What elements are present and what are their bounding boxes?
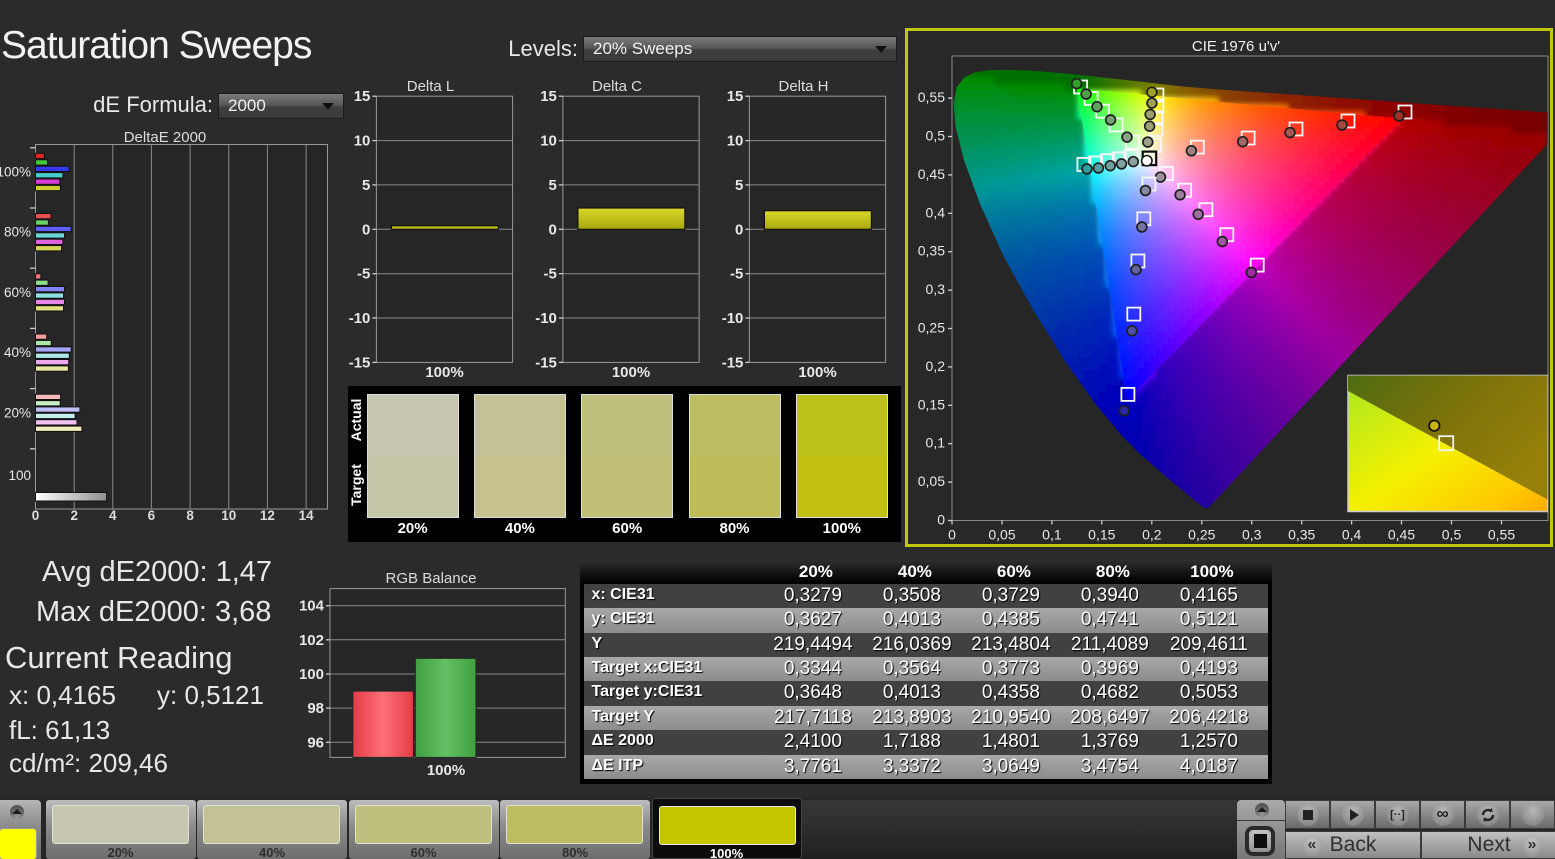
svg-text:98: 98 xyxy=(307,700,324,717)
svg-text:100%: 100% xyxy=(0,165,31,180)
svg-text:0,1: 0,1 xyxy=(926,435,946,451)
svg-text:14: 14 xyxy=(299,508,315,523)
svg-text:40%: 40% xyxy=(4,345,31,360)
svg-text:0,4: 0,4 xyxy=(1342,527,1362,543)
svg-text:100: 100 xyxy=(8,468,31,483)
svg-text:0,35: 0,35 xyxy=(918,243,945,259)
svg-text:-10: -10 xyxy=(349,310,371,327)
svg-text:0,1: 0,1 xyxy=(1042,527,1062,543)
svg-text:0,3: 0,3 xyxy=(1242,527,1262,543)
svg-text:0,55: 0,55 xyxy=(918,89,945,105)
svg-text:RGB Balance: RGB Balance xyxy=(386,570,477,587)
svg-text:0,45: 0,45 xyxy=(918,166,945,182)
svg-text:0,2: 0,2 xyxy=(926,358,946,374)
svg-text:0: 0 xyxy=(362,221,370,238)
svg-text:-5: -5 xyxy=(730,266,743,283)
svg-text:DeltaE 2000: DeltaE 2000 xyxy=(124,129,207,146)
svg-text:0,2: 0,2 xyxy=(1142,527,1162,543)
svg-text:0,3: 0,3 xyxy=(926,281,946,297)
svg-text:0,05: 0,05 xyxy=(988,527,1015,543)
svg-text:0: 0 xyxy=(937,512,945,528)
svg-text:-5: -5 xyxy=(544,266,557,283)
svg-text:2: 2 xyxy=(70,508,78,523)
svg-text:8: 8 xyxy=(186,508,194,523)
svg-text:0,55: 0,55 xyxy=(1488,527,1515,543)
svg-text:102: 102 xyxy=(300,632,324,649)
svg-text:15: 15 xyxy=(727,88,744,105)
svg-text:100%: 100% xyxy=(612,364,650,381)
svg-text:-15: -15 xyxy=(349,354,371,371)
svg-text:12: 12 xyxy=(260,508,275,523)
svg-text:-15: -15 xyxy=(535,354,557,371)
svg-text:0,5: 0,5 xyxy=(1442,527,1462,543)
svg-text:10: 10 xyxy=(727,133,744,150)
svg-text:0: 0 xyxy=(549,221,557,238)
svg-text:0,5: 0,5 xyxy=(926,128,946,144)
svg-text:0: 0 xyxy=(32,508,40,523)
svg-text:100: 100 xyxy=(300,666,324,683)
svg-text:0: 0 xyxy=(948,527,956,543)
svg-text:5: 5 xyxy=(735,177,743,194)
svg-text:Delta L: Delta L xyxy=(407,78,455,95)
svg-text:5: 5 xyxy=(549,177,557,194)
svg-text:4: 4 xyxy=(109,508,117,523)
svg-text:0,25: 0,25 xyxy=(1188,527,1215,543)
svg-text:0,45: 0,45 xyxy=(1388,527,1415,543)
svg-text:0,05: 0,05 xyxy=(918,473,945,489)
svg-text:0,15: 0,15 xyxy=(1088,527,1115,543)
svg-text:100%: 100% xyxy=(427,762,465,779)
svg-text:10: 10 xyxy=(354,133,371,150)
svg-text:10: 10 xyxy=(540,133,557,150)
svg-text:-15: -15 xyxy=(722,354,744,371)
svg-text:15: 15 xyxy=(540,88,557,105)
svg-text:-10: -10 xyxy=(535,310,557,327)
svg-text:CIE 1976 u'v': CIE 1976 u'v' xyxy=(1192,38,1280,55)
svg-text:0: 0 xyxy=(735,221,743,238)
svg-text:6: 6 xyxy=(148,508,156,523)
svg-text:-5: -5 xyxy=(357,266,370,283)
svg-text:96: 96 xyxy=(307,734,324,751)
svg-text:80%: 80% xyxy=(4,225,31,240)
svg-text:10: 10 xyxy=(221,508,236,523)
svg-text:20%: 20% xyxy=(4,405,31,420)
svg-text:-10: -10 xyxy=(722,310,744,327)
svg-text:Delta H: Delta H xyxy=(778,78,828,95)
svg-text:60%: 60% xyxy=(4,285,31,300)
svg-text:Delta C: Delta C xyxy=(592,78,642,95)
svg-text:0,4: 0,4 xyxy=(926,204,946,220)
svg-text:5: 5 xyxy=(362,177,370,194)
svg-text:0,35: 0,35 xyxy=(1288,527,1315,543)
svg-text:0,15: 0,15 xyxy=(918,396,945,412)
svg-text:104: 104 xyxy=(300,598,325,615)
svg-text:100%: 100% xyxy=(425,364,463,381)
svg-text:15: 15 xyxy=(354,88,371,105)
svg-text:100%: 100% xyxy=(798,364,836,381)
svg-text:0,25: 0,25 xyxy=(918,320,945,336)
